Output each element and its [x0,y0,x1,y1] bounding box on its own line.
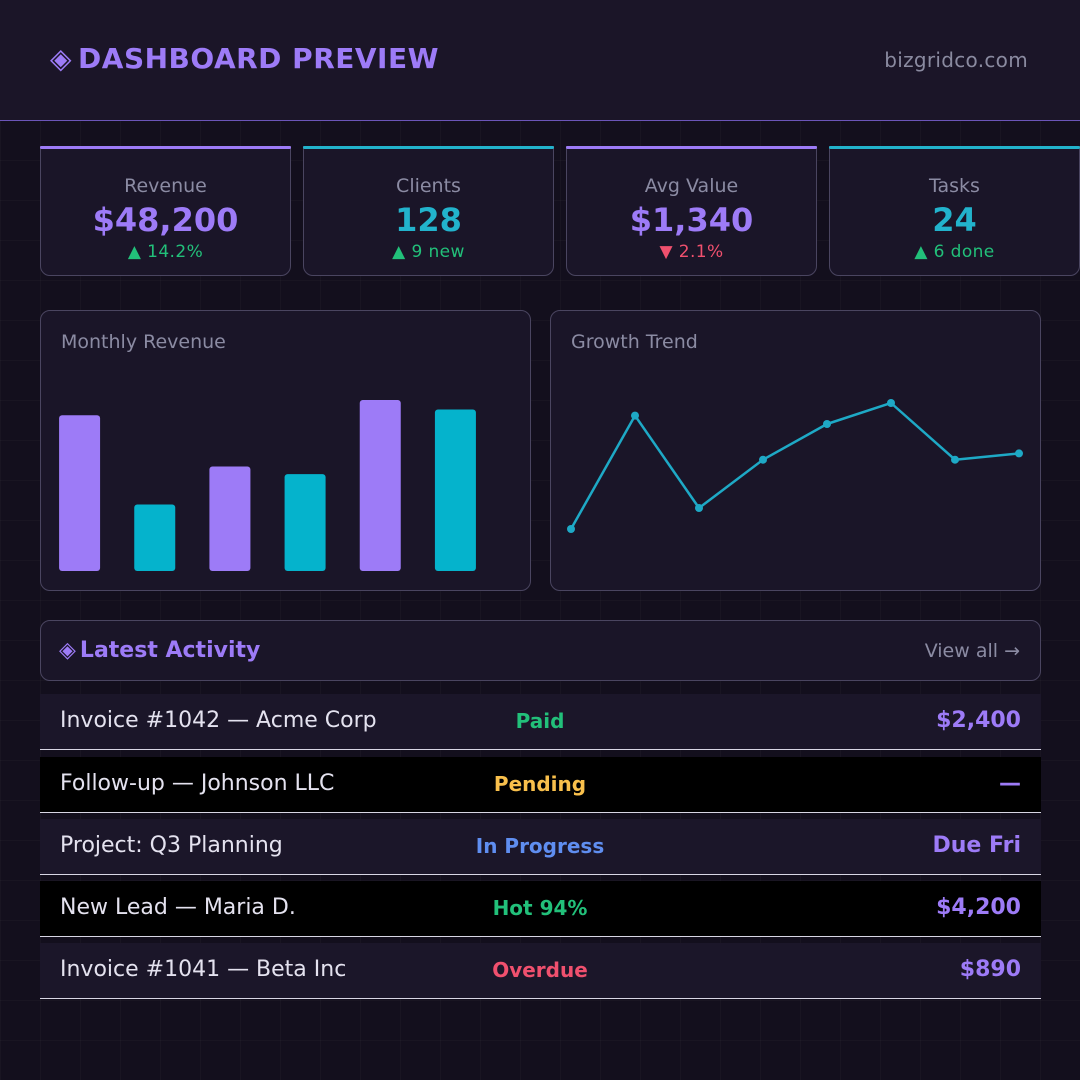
bar-5 [359,400,401,571]
bar-4 [284,474,326,571]
stat-card-revenue: Revenue $48,200 ▲ 14.2% [40,146,291,276]
bar-6 [434,409,476,571]
panel-title: Monthly Revenue [61,331,226,353]
stat-delta: ▲ 14.2% [127,242,204,262]
stat-label: Clients [396,175,461,197]
monthly-revenue-chart [59,400,476,571]
panel-title: Growth Trend [571,331,698,353]
activity-amount: $4,200 [936,895,1021,920]
view-all-link[interactable]: View all → [924,640,1020,662]
activity-row[interactable]: Invoice #1041 — Beta Inc Overdue $890 [40,943,1041,999]
diamond-icon: ◈ [50,42,73,75]
activity-name: New Lead — Maria D. [60,895,296,920]
stat-value: 24 [932,201,977,239]
activity-row[interactable]: Project: Q3 Planning In Progress Due Fri [40,819,1041,875]
activity-name: Invoice #1042 — Acme Corp [60,708,377,733]
status-badge: In Progress [475,834,605,858]
page-title-text: DASHBOARD PREVIEW [78,42,439,75]
stat-delta: ▲ 9 new [392,242,465,262]
top-header: ◈ DASHBOARD PREVIEW bizgridco.com [0,0,1080,121]
status-badge: Pending [493,772,587,796]
status-badge: Overdue [492,958,588,982]
diamond-icon: ◈ [59,638,76,663]
stat-card-accent [566,146,817,149]
trend-point-3 [695,504,703,512]
activity-name: Project: Q3 Planning [60,833,283,858]
stat-card-clients: Clients 128 ▲ 9 new [303,146,554,276]
activity-amount: $890 [959,957,1021,982]
stat-value: $48,200 [92,201,239,239]
activity-name: Follow-up — Johnson LLC [60,771,335,796]
stat-card-tasks: Tasks 24 ▲ 6 done [829,146,1080,276]
trend-point-1 [567,525,575,533]
stat-card-avg-value: Avg Value $1,340 ▼ 2.1% [566,146,817,276]
trend-point-2 [631,411,639,420]
stat-value: 128 [395,201,462,239]
activity-amount: — [999,771,1021,796]
latest-activity-header: ◈ Latest Activity View all → [40,620,1041,681]
bar-3 [209,466,251,571]
stat-card-accent [829,146,1080,149]
stat-label: Revenue [124,175,207,197]
stat-delta: ▼ 2.1% [659,242,724,262]
activity-title-text: Latest Activity [79,638,261,663]
stat-card-accent [40,146,291,149]
trend-point-8 [1015,449,1023,458]
stat-card-accent [303,146,554,149]
stat-label: Tasks [929,175,980,197]
activity-title: ◈ Latest Activity [59,638,260,663]
activity-row[interactable]: Invoice #1042 — Acme Corp Paid $2,400 [40,694,1041,750]
monthly-revenue-panel: Monthly Revenue [40,310,531,591]
trend-point-4 [759,455,767,464]
site-domain-link[interactable]: bizgridco.com [884,48,1028,72]
trend-line [569,401,1020,530]
growth-trend-panel: Growth Trend [550,310,1041,591]
trend-point-7 [951,455,959,464]
page-title: ◈ DASHBOARD PREVIEW [50,42,439,75]
growth-trend-chart [567,399,1023,533]
trend-point-5 [823,420,831,428]
status-badge: Paid [515,709,565,733]
activity-name: Invoice #1041 — Beta Inc [60,957,347,982]
bar-2 [134,504,176,571]
stat-value: $1,340 [629,201,754,239]
bar-1 [59,415,101,571]
activity-row[interactable]: New Lead — Maria D. Hot 94% $4,200 [40,881,1041,937]
status-badge: Hot 94% [492,896,588,920]
activity-amount: Due Fri [932,833,1021,858]
stat-delta: ▲ 6 done [914,242,995,262]
activity-amount: $2,400 [936,708,1021,733]
stat-label: Avg Value [644,175,739,197]
trend-point-6 [887,399,895,407]
activity-row[interactable]: Follow-up — Johnson LLC Pending — [40,757,1041,813]
